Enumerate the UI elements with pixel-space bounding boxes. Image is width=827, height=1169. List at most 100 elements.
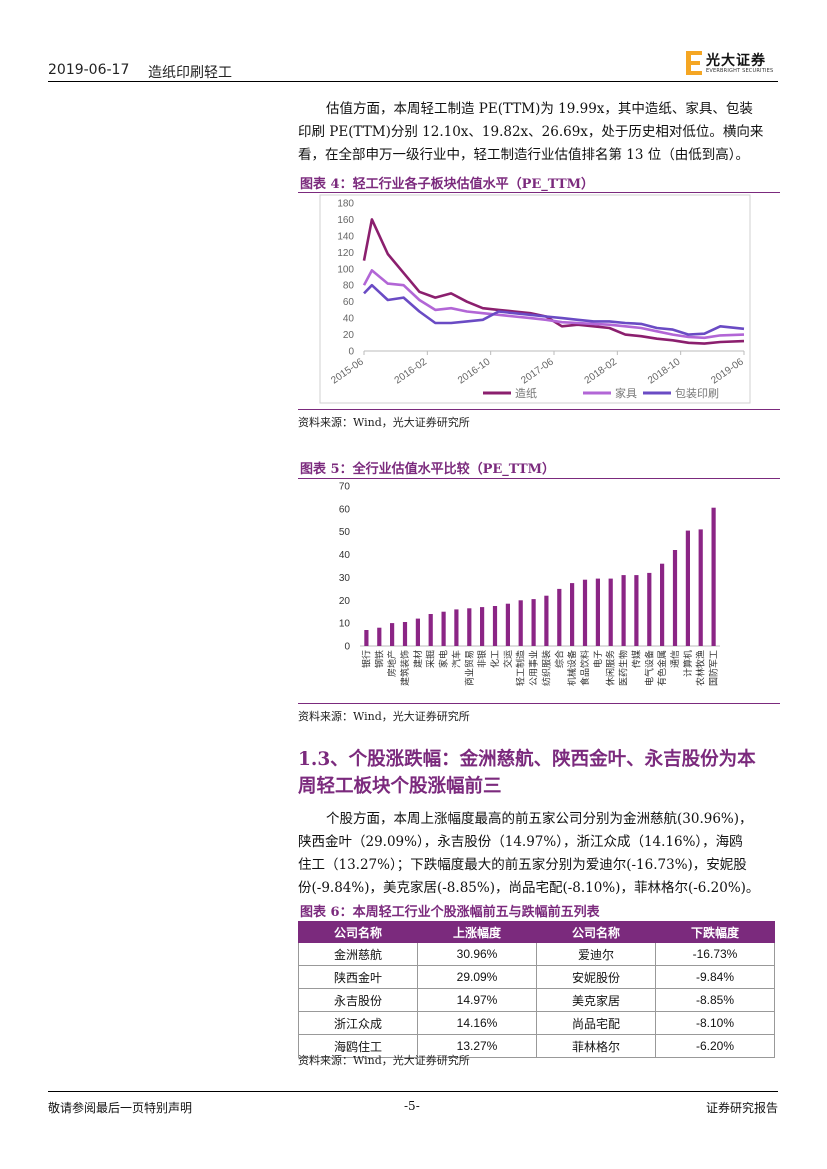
y-tick-label: 30 — [339, 573, 351, 584]
table-cell: -8.85% — [655, 988, 775, 1012]
table-cell: 美克家居 — [536, 988, 656, 1012]
table-cell: 30.96% — [417, 942, 537, 966]
table-cell: 14.97% — [417, 988, 537, 1012]
page-footer: 敬请参阅最后一页特别声明 -5- 证券研究报告 — [48, 1091, 778, 1121]
bar — [557, 588, 562, 646]
company-logo: 光大证券 EVERBRIGHT SECURITIES — [686, 50, 778, 78]
x-tick-label: 食品饮料 — [579, 650, 590, 686]
y-tick-label: 60 — [343, 297, 355, 308]
x-tick-label: 休闲服务 — [605, 650, 616, 686]
table-row: 浙江众成 14.16% 尚品宅配 -8.10% — [298, 1011, 775, 1035]
y-tick-label: 100 — [337, 264, 354, 275]
column-header: 下跌幅度 — [655, 921, 775, 943]
table-cell: 金洲慈航 — [298, 942, 418, 966]
table-cell: 陕西金叶 — [298, 965, 418, 989]
figure-4-title: 图表 4：轻工行业各子板块估值水平（PE_TTM） — [300, 177, 595, 192]
figure-5-rule — [298, 478, 780, 479]
bar — [531, 599, 536, 646]
x-tick-label: 2018-10 — [646, 356, 683, 386]
bar — [711, 507, 716, 646]
y-tick-label: 120 — [337, 248, 354, 259]
x-tick-label: 轻工制造 — [515, 650, 526, 686]
y-tick-label: 40 — [343, 314, 355, 325]
table-cell: -9.84% — [655, 965, 775, 989]
table-cell: 菲林格尔 — [536, 1034, 656, 1058]
x-tick-label: 商业贸易 — [463, 650, 474, 686]
paragraph-line: 印刷 PE(TTM)分别 12.10x、19.82x、26.69x，处于历史相对… — [298, 124, 764, 140]
figure-4-bottom-rule — [298, 409, 780, 410]
bar — [377, 627, 382, 646]
y-tick-label: 180 — [337, 199, 354, 210]
x-tick-label: 汽车 — [450, 650, 461, 668]
bar — [390, 623, 395, 646]
x-tick-label: 2017-06 — [519, 356, 556, 386]
bar — [685, 530, 690, 646]
x-tick-label: 医药生物 — [618, 650, 629, 686]
report-type: 证券研究报告 — [705, 1101, 778, 1115]
disclaimer-note: 敬请参阅最后一页特别声明 — [48, 1101, 193, 1115]
x-tick-label: 纺织服装 — [540, 650, 551, 686]
bar — [570, 583, 575, 646]
y-tick-label: 160 — [337, 215, 354, 226]
bar — [621, 575, 626, 646]
table-cell: 浙江众成 — [298, 1011, 418, 1035]
bar — [647, 572, 652, 646]
x-tick-label: 采掘 — [425, 650, 436, 668]
column-header: 公司名称 — [298, 921, 418, 943]
chart-frame — [319, 194, 751, 404]
table-cell: -8.10% — [655, 1011, 775, 1035]
y-tick-label: 20 — [343, 330, 355, 341]
x-tick-label: 2015-06 — [329, 356, 366, 386]
paragraph-line: 份(-9.84%)，美克家居(-8.85%)，尚品宅配(-8.10%)，菲林格尔… — [298, 880, 760, 896]
bar — [492, 606, 498, 646]
page-header: 2019-06-17 造纸印刷轻工 光大证券 EVERBRIGHT SECURI… — [48, 48, 778, 82]
figure-4-source: 资料来源：Wind，光大证券研究所 — [298, 416, 470, 429]
bar — [608, 578, 613, 646]
y-tick-label: 70 — [339, 482, 351, 493]
logo-icon — [686, 51, 702, 75]
section-heading-line: 周轻工板块个股涨幅前三 — [298, 776, 502, 797]
x-tick-label: 电气设备 — [643, 650, 654, 686]
valuation-paragraph: 估值方面，本周轻工制造 PE(TTM)为 19.99x，其中造纸、家具、包装 印… — [298, 98, 780, 167]
x-tick-label: 电子 — [592, 650, 603, 668]
column-header: 上涨幅度 — [417, 921, 537, 943]
x-tick-label: 交运 — [502, 650, 513, 668]
column-header: 公司名称 — [536, 921, 656, 943]
table-cell: 海鸥住工 — [298, 1034, 418, 1058]
bar — [415, 618, 420, 646]
y-tick-label: 50 — [339, 527, 351, 538]
legend-label: 造纸 — [515, 386, 537, 400]
y-tick-label: 0 — [348, 347, 354, 358]
paragraph-line: 个股方面，本周上涨幅度最高的前五家公司分别为金洲慈航(30.96%)， — [326, 811, 753, 827]
bar — [505, 603, 510, 646]
y-tick-label: 80 — [343, 281, 355, 292]
y-tick-label: 140 — [337, 231, 354, 242]
report-date: 2019-06-17 — [48, 62, 130, 78]
x-tick-label: 建材 — [412, 650, 423, 668]
table-cell: 尚品宅配 — [536, 1011, 656, 1035]
paragraph-line: 看，在全部申万一级行业中，轻工制造行业估值排名第 13 位（由低到高）。 — [298, 147, 750, 163]
bar — [582, 579, 588, 646]
series-line-1 — [362, 218, 745, 345]
paragraph-line: 估值方面，本周轻工制造 PE(TTM)为 19.99x，其中造纸、家具、包装 — [326, 101, 753, 117]
x-tick-label: 银行 — [360, 650, 371, 668]
y-tick-label: 40 — [339, 550, 351, 561]
logo-english-name: EVERBRIGHT SECURITIES — [706, 68, 774, 74]
x-tick-label: 2019-06 — [709, 356, 746, 386]
bar — [441, 611, 446, 646]
x-tick-label: 有色金属 — [656, 650, 667, 686]
bar — [660, 563, 665, 646]
industry-pe-bar-chart: 0 10 20 30 40 50 60 70 银行 钢铁 房地产 建筑装饰 建材 采掘 家电 汽车 商业贸易 非银… — [339, 482, 720, 686]
bar — [364, 630, 369, 646]
bar — [518, 600, 523, 646]
paragraph-line: 陕西金叶（29.09%），永吉股份（14.97%），浙江众成（14.16%），海… — [298, 834, 743, 850]
series-line-3 — [363, 283, 745, 336]
series-line-2 — [362, 269, 745, 340]
y-tick-label: 20 — [339, 596, 351, 607]
industry-name: 造纸印刷轻工 — [148, 65, 232, 81]
figure-6-source: 资料来源：Wind，光大证券研究所 — [298, 1054, 470, 1067]
pe-line-chart: 0 20 40 60 80 100 120 140 160 180 2015-06 2016-02 20… — [319, 194, 751, 404]
x-tick-label: 计算机 — [682, 650, 693, 677]
table-cell: -6.20% — [655, 1034, 775, 1058]
table-cell: 爱迪尔 — [536, 942, 656, 966]
